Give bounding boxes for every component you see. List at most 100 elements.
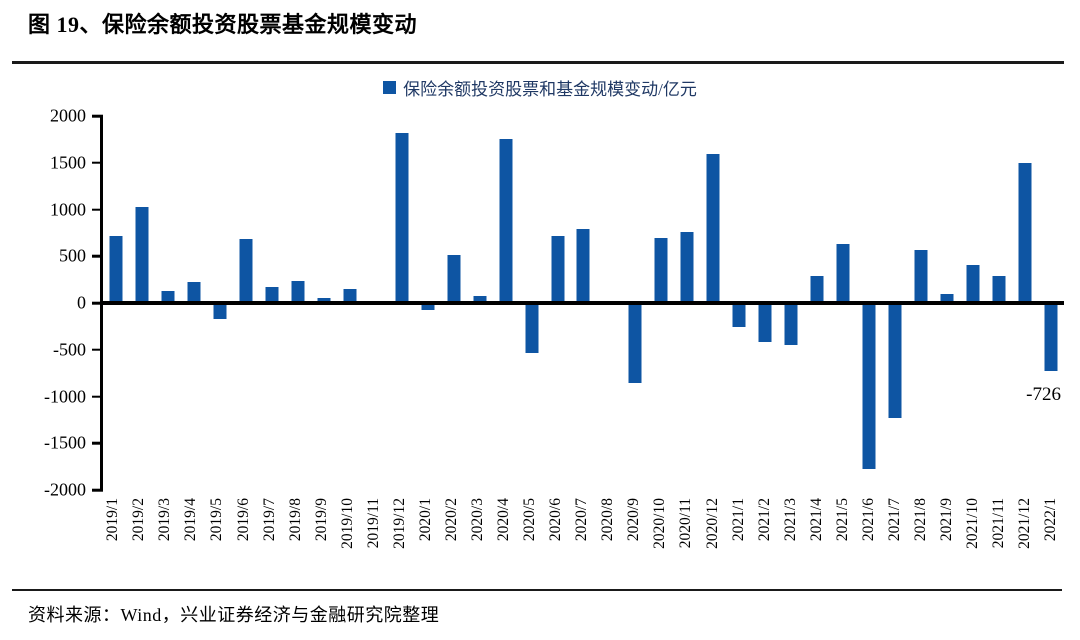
bar	[992, 275, 1006, 303]
bar-slot	[1012, 116, 1038, 490]
x-tick-slot: 2021/9	[934, 498, 960, 586]
x-tick-label: 2019/9	[312, 498, 330, 542]
bar-slot	[337, 116, 363, 490]
bar-slot	[389, 116, 415, 490]
bar	[1018, 162, 1032, 303]
bar-slot	[960, 116, 986, 490]
x-tick-slot: 2019/8	[282, 498, 308, 586]
x-tick-slot: 2019/6	[230, 498, 256, 586]
bar-slot	[622, 116, 648, 490]
bar	[914, 249, 928, 303]
bar	[1044, 303, 1058, 371]
y-tick-label: 1500	[50, 152, 86, 173]
x-tick-slot: 2019/1	[100, 498, 126, 586]
x-tick-slot: 2020/3	[465, 498, 491, 586]
y-axis-tick-mark	[92, 161, 103, 165]
bar-slot	[181, 116, 207, 490]
bar-slot	[311, 116, 337, 490]
x-tick-slot: 2020/8	[595, 498, 621, 586]
bar-slot	[1038, 116, 1064, 490]
bar	[473, 296, 487, 303]
bar-slot	[700, 116, 726, 490]
x-tick-slot: 2020/12	[699, 498, 725, 586]
bar	[706, 154, 720, 303]
x-tick-label: 2019/1	[104, 498, 122, 542]
x-tick-label: 2021/11	[990, 498, 1008, 549]
x-tick-label: 2021/5	[833, 498, 851, 542]
x-tick-label: 2021/10	[964, 498, 982, 549]
bar	[654, 237, 668, 303]
x-tick-slot: 2021/7	[882, 498, 908, 586]
x-tick-slot: 2021/1	[725, 498, 751, 586]
bar	[576, 229, 590, 303]
x-tick-slot: 2020/1	[413, 498, 439, 586]
title-divider-line	[12, 61, 1064, 64]
bar-slot	[830, 116, 856, 490]
x-tick-label: 2019/3	[156, 498, 174, 542]
x-tick-slot: 2021/4	[803, 498, 829, 586]
zero-axis-line	[100, 301, 1064, 305]
x-tick-slot: 2020/5	[517, 498, 543, 586]
bar-slot	[778, 116, 804, 490]
x-tick-slot: 2019/11	[361, 498, 387, 586]
bar	[317, 298, 331, 303]
plot-area: -726	[92, 114, 1064, 492]
x-tick-label: 2019/8	[286, 498, 304, 542]
bar	[343, 288, 357, 303]
bar	[784, 303, 798, 346]
x-tick-slot: 2020/7	[569, 498, 595, 586]
y-tick-label: 0	[77, 292, 86, 313]
x-tick-label: 2020/2	[442, 498, 460, 542]
bar	[966, 264, 980, 303]
y-axis-labels: 2000 1500 1000 500 0 -500 -1000 -1500 -2000	[0, 106, 86, 500]
x-tick-label: 2021/3	[781, 498, 799, 542]
x-tick-label: 2021/1	[729, 498, 747, 542]
x-tick-slot: 2019/2	[126, 498, 152, 586]
bar	[551, 235, 565, 303]
bar	[525, 303, 539, 354]
bar	[265, 286, 279, 303]
x-tick-slot: 2021/2	[751, 498, 777, 586]
x-tick-label: 2020/6	[547, 498, 565, 542]
x-tick-label: 2020/5	[521, 498, 539, 542]
x-tick-slot: 2019/12	[387, 498, 413, 586]
x-tick-slot: 2019/3	[152, 498, 178, 586]
x-tick-label: 2019/4	[182, 498, 200, 542]
y-axis-tick-mark	[92, 488, 103, 492]
x-tick-label: 2021/12	[1016, 498, 1034, 549]
x-tick-slot: 2019/10	[334, 498, 360, 586]
x-tick-label: 2021/9	[937, 498, 955, 542]
y-axis-tick-mark	[92, 395, 103, 398]
bar-slot	[103, 116, 129, 490]
bar	[447, 255, 461, 303]
bar-slot	[467, 116, 493, 490]
x-tick-label: 2019/10	[338, 498, 356, 549]
figure-title: 图 19、保险余额投资股票基金规模变动	[28, 12, 418, 37]
x-tick-slot: 2020/2	[439, 498, 465, 586]
y-tick-label: 1000	[50, 199, 86, 219]
bar	[161, 290, 175, 303]
bar	[810, 275, 824, 303]
x-tick-slot: 2022/1	[1038, 498, 1064, 586]
source-divider-line	[12, 589, 1062, 591]
bar-slot	[856, 116, 882, 490]
bar-slot	[519, 116, 545, 490]
y-tick-label: -1000	[44, 386, 86, 406]
y-tick-label: -1500	[44, 432, 86, 453]
bar	[499, 139, 513, 303]
x-tick-slot: 2020/9	[621, 498, 647, 586]
bar	[628, 303, 642, 384]
y-axis-tick-mark	[92, 114, 103, 118]
bar	[421, 303, 435, 310]
x-tick-label: 2020/7	[573, 498, 591, 542]
x-tick-slot: 2020/10	[647, 498, 673, 586]
x-tick-label: 2021/2	[755, 498, 773, 542]
x-tick-label: 2019/12	[390, 498, 408, 549]
bar	[213, 303, 227, 319]
bar	[680, 231, 694, 303]
x-tick-slot: 2021/3	[777, 498, 803, 586]
bar-slot	[986, 116, 1012, 490]
x-tick-slot: 2019/4	[178, 498, 204, 586]
x-tick-slot: 2019/9	[308, 498, 334, 586]
